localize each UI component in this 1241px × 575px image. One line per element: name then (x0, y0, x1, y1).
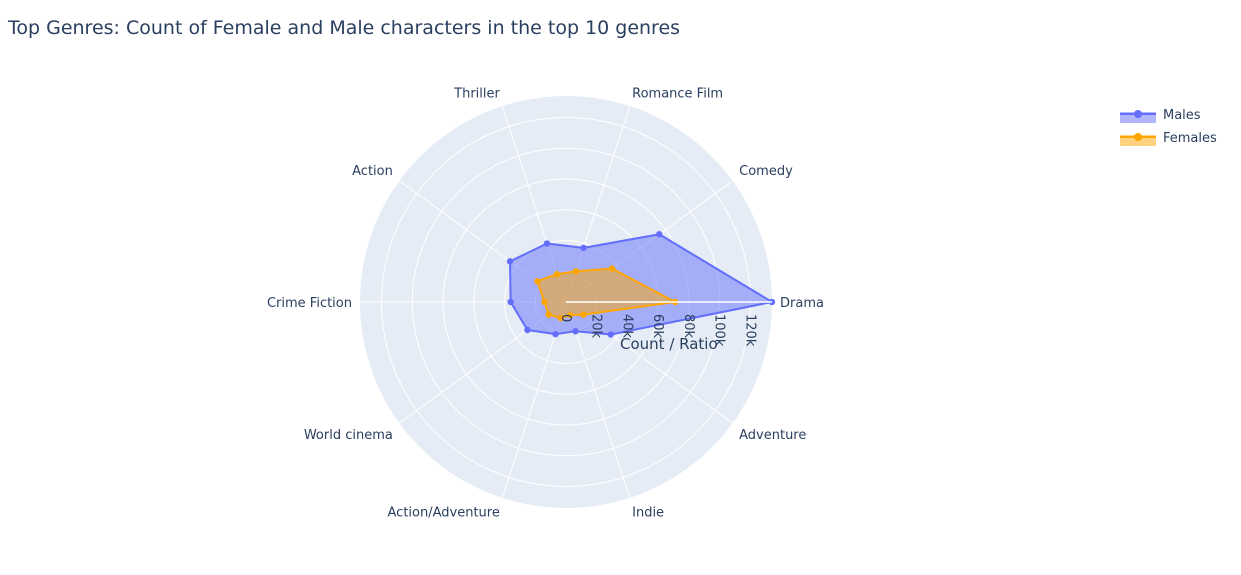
series-females (534, 265, 679, 322)
data-point-females[interactable] (580, 311, 587, 318)
legend-item-females[interactable]: Females (1120, 127, 1217, 150)
category-label: Action (352, 164, 393, 179)
data-point-females[interactable] (567, 311, 574, 319)
category-label: Drama (780, 296, 824, 311)
angular-grid-line (565, 301, 631, 499)
legend-item-males[interactable]: Males (1120, 104, 1217, 127)
radial-tick-label: 100k (712, 314, 727, 347)
data-point-males[interactable] (656, 231, 663, 238)
radial-axis-title: Count / Ratio (620, 335, 718, 353)
data-point-males[interactable] (543, 240, 551, 247)
data-point-females[interactable] (608, 265, 616, 272)
legend: Males Females (1120, 104, 1217, 150)
radial-tick-label: 0 (558, 314, 573, 322)
category-labels: Drama Comedy Romance Film Thriller Action Cri… (267, 86, 824, 520)
legend-swatch (1120, 132, 1156, 146)
category-label: Crime Fiction (267, 296, 352, 311)
data-point-males[interactable] (506, 258, 514, 265)
chart-title: Top Genres: Count of Female and Male cha… (8, 17, 681, 39)
category-label: Comedy (739, 164, 793, 179)
data-point-males[interactable] (580, 244, 587, 252)
data-point-females[interactable] (557, 314, 564, 322)
radial-tick-label: 20k (589, 314, 604, 339)
category-label: Adventure (739, 428, 806, 443)
data-point-males[interactable] (607, 331, 614, 338)
data-point-females[interactable] (534, 278, 541, 285)
data-point-females[interactable] (553, 271, 561, 278)
category-label: World cinema (304, 428, 393, 443)
category-label: Action/Adventure (388, 506, 500, 521)
data-point-males[interactable] (552, 330, 559, 338)
radial-tick-label: 60k (650, 314, 665, 339)
radial-tick-label: 80k (681, 314, 696, 339)
radial-tick-label: 120k (742, 314, 757, 347)
data-point-males[interactable] (524, 326, 531, 334)
data-point-males[interactable] (572, 328, 579, 335)
category-label: Romance Film (632, 86, 723, 101)
radial-tick-label: 40k (619, 314, 634, 339)
series-layer (506, 231, 776, 338)
data-point-females[interactable] (541, 298, 548, 306)
data-point-females[interactable] (572, 268, 580, 275)
legend-label: Females (1163, 131, 1217, 146)
data-point-males[interactable] (507, 298, 514, 306)
category-label: Indie (632, 506, 664, 521)
legend-swatch (1120, 109, 1156, 123)
radial-ticks: 0 20k 40k 60k 80k 100k 120k (558, 301, 772, 347)
category-label: Thriller (453, 86, 500, 101)
data-point-females[interactable] (545, 311, 552, 318)
legend-label: Males (1163, 108, 1201, 123)
